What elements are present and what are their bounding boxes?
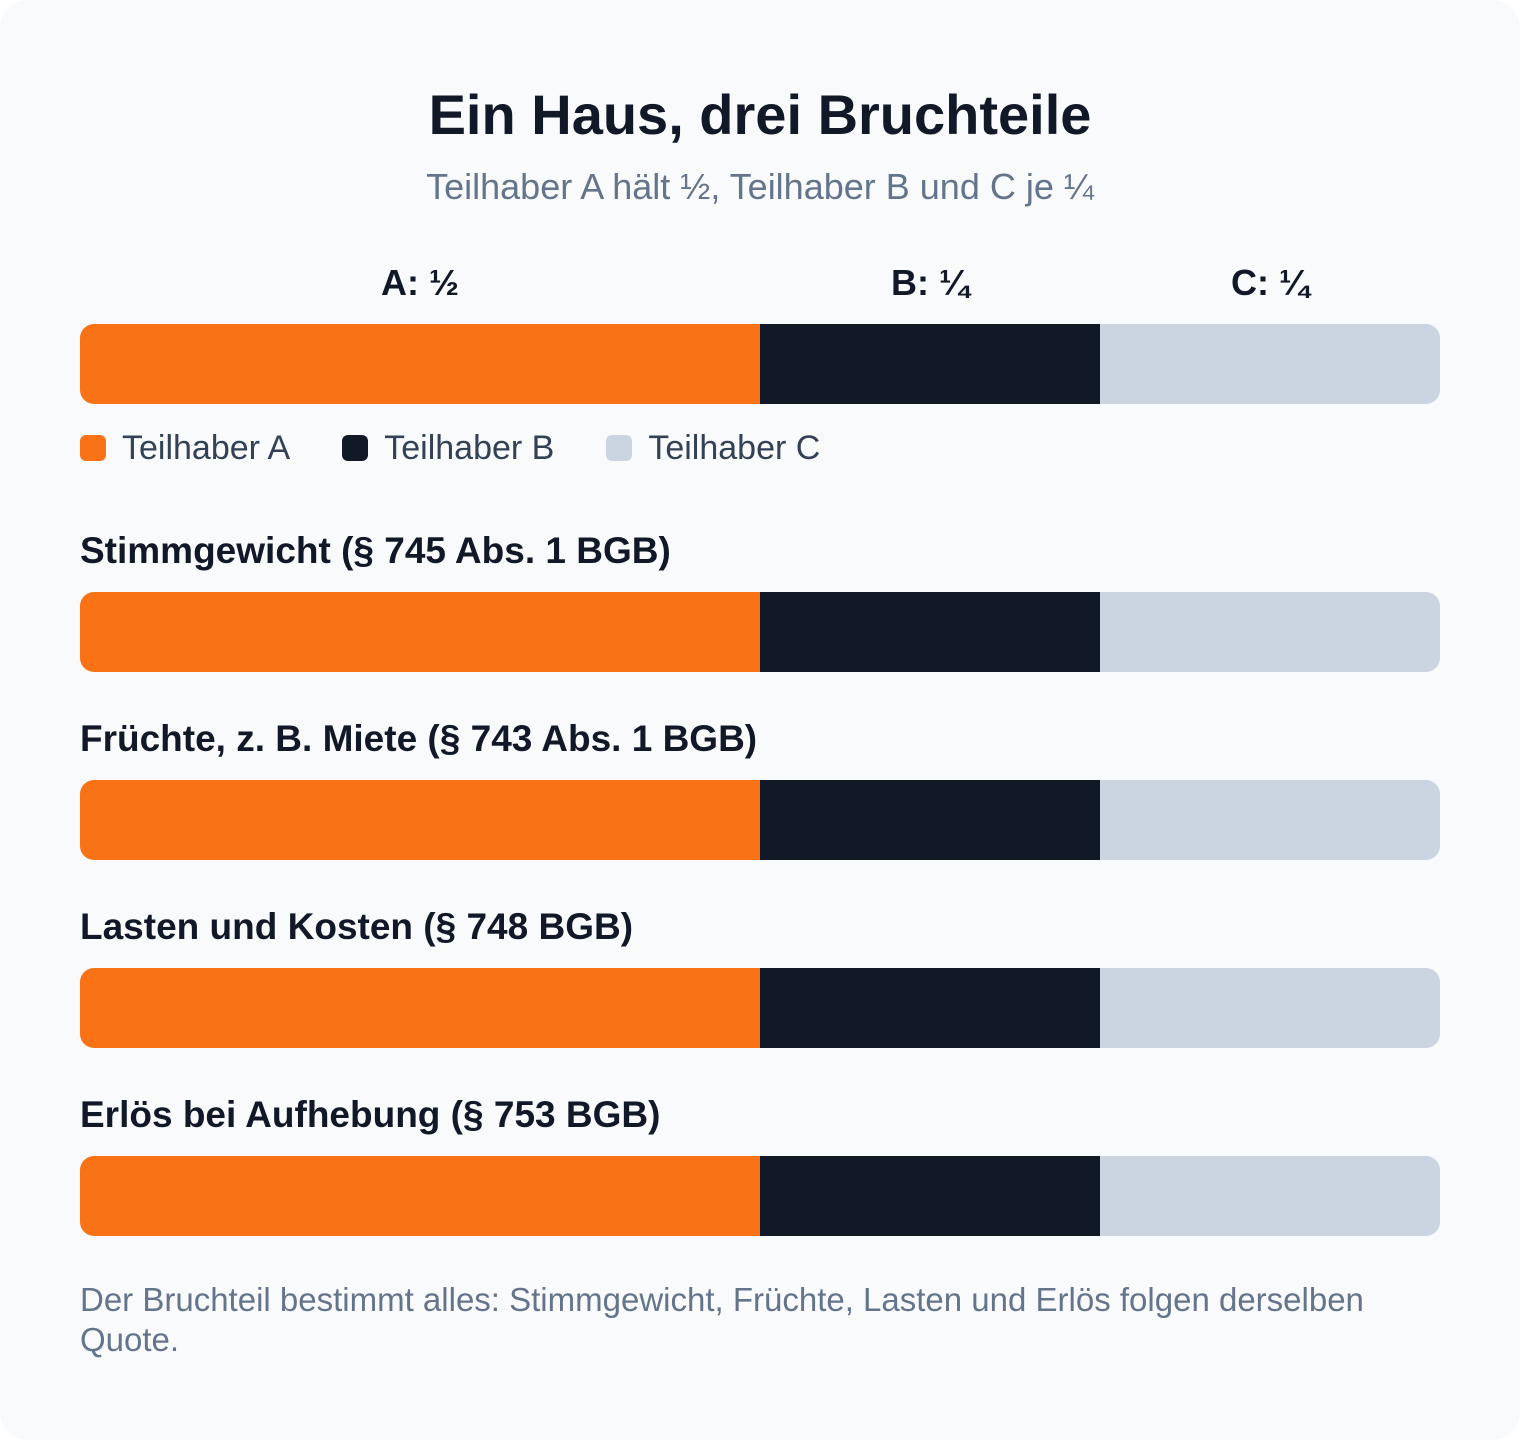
section-title-fruechte: Früchte, z. B. Miete (§ 743 Abs. 1 BGB) <box>80 718 758 759</box>
bar-lasten <box>80 968 1440 1048</box>
bar-3-segment-b <box>760 968 1100 1048</box>
bar-2-segment-a <box>80 780 760 860</box>
bar-0-segment-c <box>1100 324 1440 404</box>
bar-stimmgewicht <box>80 592 1440 672</box>
section-title-lasten: Lasten und Kosten (§ 748 BGB) <box>80 906 634 947</box>
bar-2-segment-b <box>760 780 1100 860</box>
legend: Teilhaber A Teilhaber B Teilhaber C <box>80 426 872 470</box>
chart-title: Ein Haus, drei Bruchteile <box>428 83 1092 146</box>
bar-2-segment-c <box>1100 780 1440 860</box>
bar-1-segment-b <box>760 592 1100 672</box>
section-title-erloes: Erlös bei Aufhebung (§ 753 BGB) <box>80 1094 661 1135</box>
legend-item-b: Teilhaber B <box>342 429 554 468</box>
ownership-bar <box>80 324 1440 404</box>
bar-3-segment-c <box>1100 968 1440 1048</box>
bar-4-segment-b <box>760 1156 1100 1236</box>
legend-item-a: Teilhaber A <box>80 429 290 468</box>
bar-1-segment-c <box>1100 592 1440 672</box>
legend-swatch-c <box>606 435 633 461</box>
legend-swatch-a <box>80 435 106 461</box>
bar-0-segment-b <box>760 324 1100 404</box>
section-title-stimmgewicht: Stimmgewicht (§ 745 Abs. 1 BGB) <box>80 530 671 571</box>
bar-1-segment-a <box>80 592 760 672</box>
share-label-c: C: ¼ <box>1230 262 1309 303</box>
footnote: Der Bruchteil bestimmt alles: Stimmgewic… <box>80 1281 1364 1358</box>
share-label-a: A: ½ <box>380 262 459 303</box>
bar-4-segment-a <box>80 1156 760 1236</box>
bar-4-segment-c <box>1100 1156 1440 1236</box>
legend-label-a: Teilhaber A <box>122 428 291 467</box>
chart-subtitle: Teilhaber A hält ½, Teilhaber B und C je… <box>426 166 1094 207</box>
legend-label-c: Teilhaber C <box>648 428 821 467</box>
legend-label-b: Teilhaber B <box>384 428 555 467</box>
bar-fruechte <box>80 780 1440 860</box>
share-label-b: B: ¼ <box>890 262 969 303</box>
bar-3-segment-a <box>80 968 760 1048</box>
bar-erloes <box>80 1156 1440 1236</box>
legend-item-c: Teilhaber C <box>606 429 820 468</box>
bar-0-segment-a <box>80 324 760 404</box>
legend-swatch-b <box>342 435 369 461</box>
